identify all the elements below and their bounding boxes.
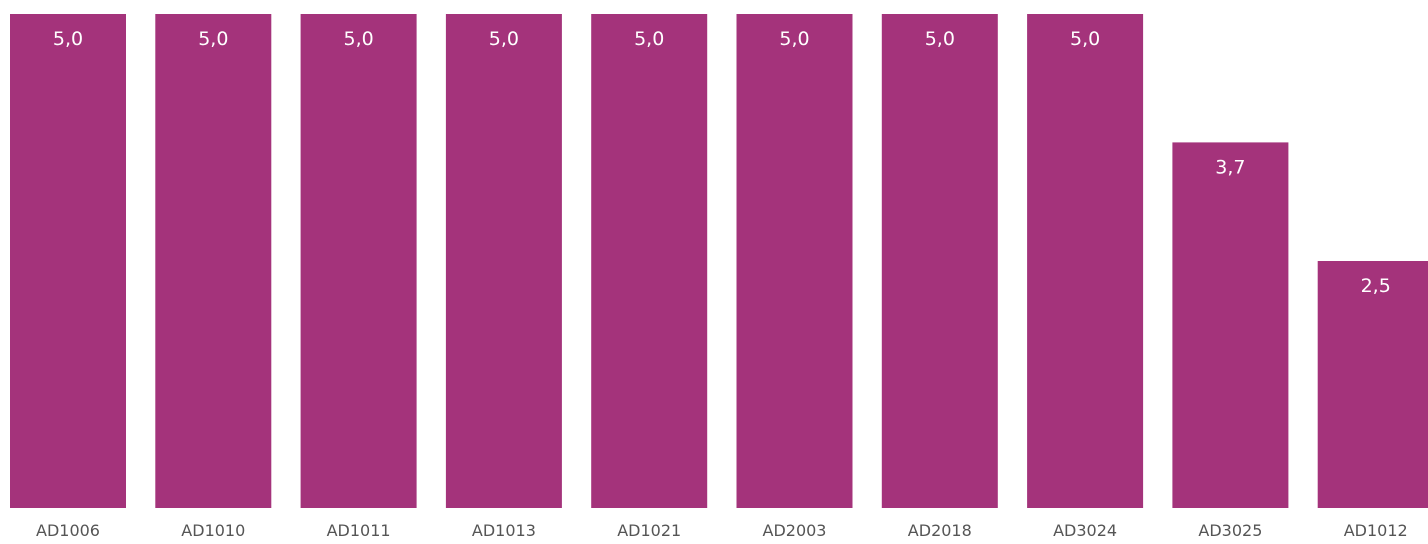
bar-ad1011 [300, 14, 417, 508]
x-tick-ad1012: AD1012 [1344, 521, 1408, 540]
data-label-ad2003: 5,0 [779, 28, 809, 50]
data-label-ad1013: 5,0 [489, 28, 519, 50]
x-tick-ad1010: AD1010 [181, 521, 245, 540]
x-tick-ad3024: AD3024 [1053, 521, 1117, 540]
x-tick-ad1021: AD1021 [617, 521, 681, 540]
bar-ad2018 [881, 14, 998, 508]
bar-ad1010 [155, 14, 272, 508]
bar-ad2003 [736, 14, 853, 508]
bar-ad3025 [1172, 142, 1289, 508]
bars-group [10, 14, 1428, 508]
x-axis-tick-labels: AD1006 AD1010 AD1011 AD1013 AD1021 AD2003 AD20… [36, 521, 1408, 540]
x-tick-ad1011: AD1011 [327, 521, 391, 540]
data-label-ad3024: 5,0 [1070, 28, 1100, 50]
data-label-ad3025: 3,7 [1215, 156, 1245, 178]
data-label-ad1010: 5,0 [198, 28, 228, 50]
data-labels-group: 5,0 5,0 5,0 5,0 5,0 5,0 5,0 5,0 3,7 2,5 [53, 28, 1391, 297]
bar-ad1021 [591, 14, 708, 508]
data-label-ad1012: 2,5 [1361, 275, 1391, 297]
bar-ad3024 [1027, 14, 1144, 508]
x-tick-ad3025: AD3025 [1198, 521, 1262, 540]
x-tick-ad2018: AD2018 [908, 521, 972, 540]
bar-ad1012 [1317, 261, 1428, 508]
x-tick-ad2003: AD2003 [763, 521, 827, 540]
data-label-ad1006: 5,0 [53, 28, 83, 50]
data-label-ad1011: 5,0 [343, 28, 373, 50]
data-label-ad1021: 5,0 [634, 28, 664, 50]
x-tick-ad1006: AD1006 [36, 521, 100, 540]
bar-ad1006 [10, 14, 126, 508]
data-label-ad2018: 5,0 [925, 28, 955, 50]
bar-ad1013 [445, 14, 562, 508]
x-tick-ad1013: AD1013 [472, 521, 536, 540]
